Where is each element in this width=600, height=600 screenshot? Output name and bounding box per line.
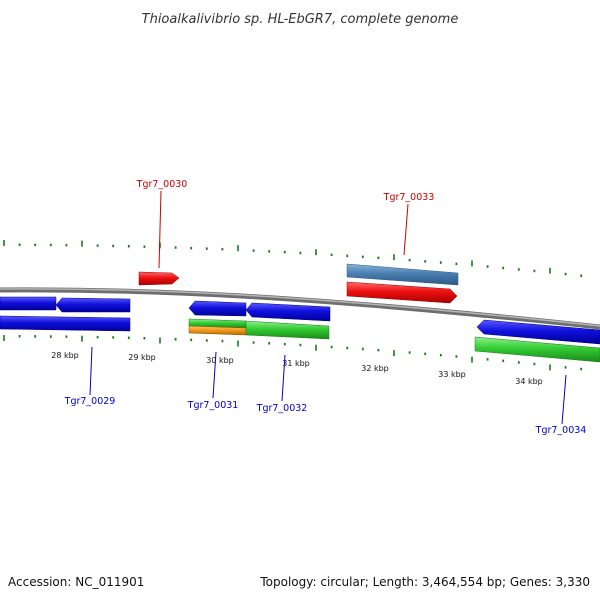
tick-label-28: 28 kbp	[51, 351, 79, 360]
genome-summary-text: Topology: circular; Length: 3,464,554 bp…	[259, 575, 590, 589]
gene-tgr7-0033-arrow[interactable]	[346, 263, 459, 286]
leader-tgr7-0032	[281, 354, 286, 402]
gene-tgr7-0032-blue-arrow[interactable]	[245, 302, 331, 322]
gene-label-tgr7-0031[interactable]: Tgr7_0031	[187, 400, 239, 411]
gene-tgr7-0033-red-arrow[interactable]	[346, 281, 458, 304]
gene-tgr7-0032-green-arrow[interactable]	[245, 320, 330, 340]
gene-tgr7-0034-blue-arrow[interactable]	[476, 319, 600, 345]
gene-tgr7-0029-lower-arrow[interactable]	[0, 315, 131, 332]
leader-tgr7-0033	[403, 203, 409, 256]
accession-text: Accession: NC_011901	[8, 575, 144, 589]
gene-label-tgr7-0034[interactable]: Tgr7_0034	[535, 425, 587, 436]
gene-tgr7-0034-green-arrow[interactable]	[474, 336, 600, 363]
gene-leader-lines	[89, 190, 567, 425]
leader-tgr7-0029	[89, 346, 93, 396]
kbp-scale-labels: 28 kbp 29 kbp 30 kbp 31 kbp 32 kbp 33 kb…	[51, 351, 543, 386]
page-title: Thioalkalivibrio sp. HL-EbGR7, complete …	[142, 12, 459, 27]
tick-label-29: 29 kbp	[128, 353, 156, 362]
inner-tick-row	[3, 335, 583, 371]
genome-backbone-highlight	[0, 288, 600, 327]
tick-label-30: 30 kbp	[206, 356, 234, 365]
genome-backbone	[0, 287, 600, 330]
leader-tgr7-0030	[158, 190, 162, 269]
outer-tick-row	[3, 240, 583, 277]
tick-label-31: 31 kbp	[282, 359, 310, 368]
tick-label-33: 33 kbp	[438, 370, 466, 379]
leader-tgr7-0034	[561, 374, 567, 425]
tick-label-32: 32 kbp	[361, 364, 389, 373]
gene-label-tgr7-0033[interactable]: Tgr7_0033	[383, 192, 435, 203]
leader-tgr7-0031	[212, 351, 217, 399]
gene-label-tgr7-0030[interactable]: Tgr7_0030	[136, 179, 188, 190]
gene-tgr7-0031-blue-arrow[interactable]	[188, 300, 247, 317]
gene-label-tgr7-0029[interactable]: Tgr7_0029	[64, 396, 116, 407]
gene-tgr7-0029-arrow[interactable]	[55, 297, 131, 313]
tick-label-34: 34 kbp	[515, 377, 543, 386]
gene-tgr7-0030-arrow[interactable]	[138, 271, 180, 286]
gene-label-tgr7-0032[interactable]: Tgr7_0032	[256, 403, 308, 414]
gene-tgr7-0028-arrow[interactable]	[0, 296, 57, 311]
